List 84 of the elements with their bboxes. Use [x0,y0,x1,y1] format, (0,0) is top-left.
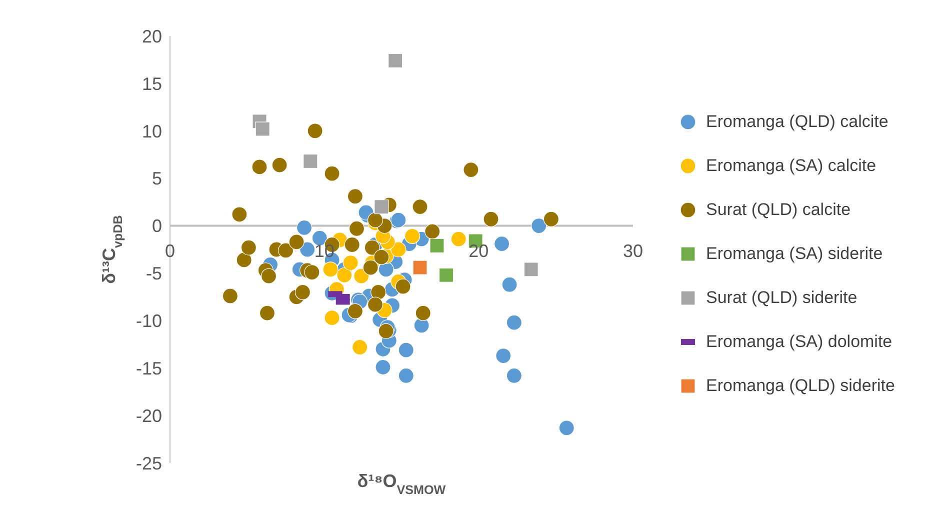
point [412,260,428,275]
y-tick-label: -20 [136,406,162,426]
legend-label: Eromanga (SA) siderite [706,244,883,264]
legend-label: Surat (QLD) siderite [706,288,858,308]
point [342,254,358,271]
point [347,188,363,204]
point [438,268,454,282]
point [288,234,304,250]
point [312,230,328,246]
point [354,268,370,284]
x-tick-label: 0 [164,240,176,261]
point [375,359,391,375]
point [304,264,320,280]
point [259,305,276,321]
point [543,211,560,227]
y-tick-label: -10 [136,311,162,332]
point [415,305,431,321]
point [404,228,420,244]
point [374,200,389,214]
legend-label: Eromanga (SA) dolomite [706,332,892,352]
point [367,212,384,228]
point [424,224,440,240]
point [347,303,363,319]
point [395,278,411,294]
point [398,368,414,384]
point [506,368,522,384]
point [524,262,538,277]
point [388,53,403,68]
legend-label: Eromanga (QLD) calcite [706,112,888,132]
y-tick-label: -15 [136,358,162,378]
point [255,122,270,136]
point [374,249,390,265]
point [278,242,294,258]
point [506,314,522,330]
y-tick-label: 0 [152,216,162,236]
point [352,339,368,356]
x-tick-label: 10 [314,240,334,261]
point [378,262,394,278]
y-tick-label: 10 [142,121,162,142]
x-tick-label: 30 [622,240,644,261]
point [222,288,238,304]
point [502,276,518,292]
point [370,284,386,300]
point [364,240,380,256]
point [463,162,479,178]
point [324,310,340,326]
point [252,159,268,175]
point [296,220,312,236]
point [558,420,574,436]
point [303,154,318,169]
point [344,236,360,253]
point [390,242,406,258]
y-tick-label: -25 [136,453,162,474]
point [531,218,547,234]
point [430,238,444,254]
point [272,157,288,173]
point [232,206,248,222]
y-tick-label: 15 [142,74,162,94]
point [240,240,257,256]
x-axis-title: δ¹⁸O$_{VSMOW}$ [357,471,446,497]
y-tick-label: -5 [146,264,162,284]
point [336,267,352,283]
point [307,123,323,139]
legend-label: Eromanga (SA) calcite [706,156,876,176]
legend-label: Surat (QLD) calcite [706,200,851,220]
point [483,211,499,227]
y-tick-label: 20 [142,26,162,46]
point [398,342,414,358]
y-tick-label: 5 [152,168,162,189]
point [367,296,384,312]
point [378,323,394,339]
point [494,236,510,252]
point [322,262,338,278]
point [236,252,252,268]
point [412,199,428,215]
point [362,260,378,276]
point [348,220,365,236]
legend-label: Eromanga (QLD) siderite [706,376,895,396]
point [294,284,311,300]
point [324,166,340,182]
point [450,231,466,247]
point [300,242,316,258]
point [496,348,512,364]
point [260,268,277,284]
